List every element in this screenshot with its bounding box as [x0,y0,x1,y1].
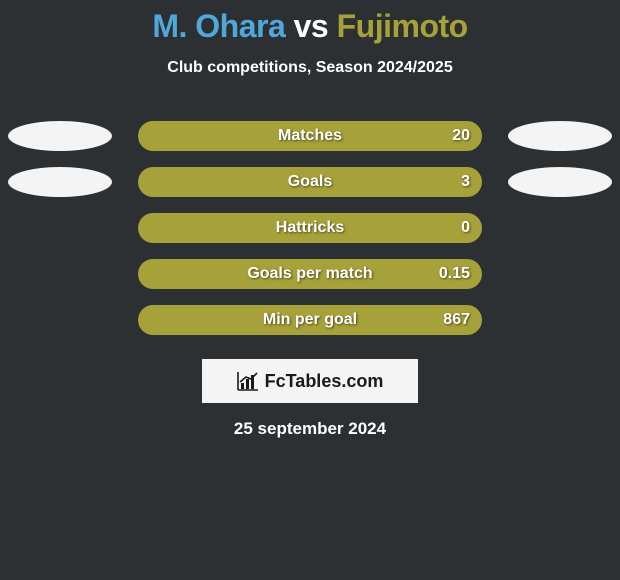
stat-value: 0 [461,219,470,237]
stat-bar: Goals per match 0.15 [138,259,482,289]
stats-list: Matches 20 Goals 3 Hattricks 0 Goals per match… [0,113,620,343]
title-vs: vs [285,8,336,44]
logo-text: FcTables.com [265,371,384,392]
subtitle: Club competitions, Season 2024/2025 [0,59,620,77]
player-a-indicator [8,167,112,197]
title-player-b: Fujimoto [337,8,468,44]
footer-date: 25 september 2024 [0,419,620,439]
stat-label: Goals [288,173,332,191]
stat-value: 3 [461,173,470,191]
stat-value: 20 [452,127,470,145]
stat-row: Min per goal 867 [0,297,620,343]
stat-bar: Matches 20 [138,121,482,151]
stat-value: 0.15 [439,265,470,283]
chart-icon [237,371,259,391]
title-player-a: M. Ohara [152,8,285,44]
stat-row: Goals per match 0.15 [0,251,620,297]
stat-label: Goals per match [247,265,372,283]
stat-label: Hattricks [276,219,344,237]
comparison-card: M. Ohara vs Fujimoto Club competitions, … [0,0,620,580]
stat-row: Goals 3 [0,159,620,205]
stat-row: Matches 20 [0,113,620,159]
page-title: M. Ohara vs Fujimoto [0,0,620,45]
stat-label: Matches [278,127,342,145]
stat-value: 867 [443,311,470,329]
player-a-indicator [8,121,112,151]
stat-bar: Min per goal 867 [138,305,482,335]
logo-box: FcTables.com [202,359,418,403]
player-b-indicator [508,167,612,197]
stat-bar: Hattricks 0 [138,213,482,243]
stat-bar: Goals 3 [138,167,482,197]
player-b-indicator [508,121,612,151]
stat-label: Min per goal [263,311,357,329]
stat-row: Hattricks 0 [0,205,620,251]
